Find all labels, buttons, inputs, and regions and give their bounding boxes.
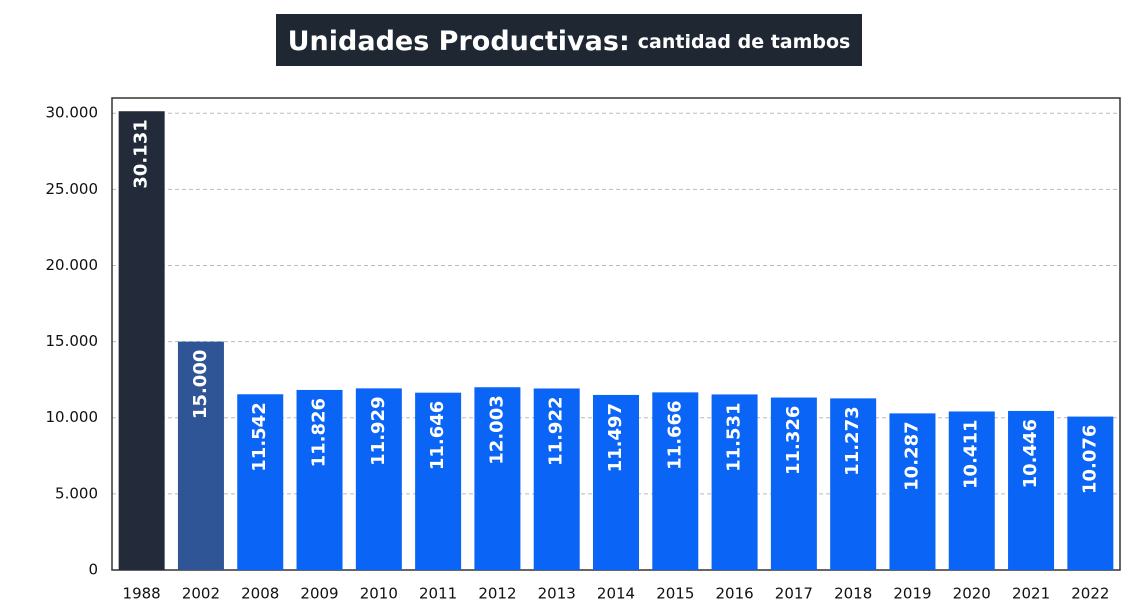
value-label: 11.666 [664,400,685,469]
y-tick-label: 15.000 [46,332,99,350]
y-tick-label: 10.000 [46,408,99,426]
y-tick-label: 20.000 [46,256,99,274]
bar [770,397,817,570]
value-label: 12.003 [486,395,507,464]
value-label: 11.531 [724,402,745,471]
bar [533,388,580,570]
bar [474,387,521,570]
value-label: 10.446 [1020,419,1041,488]
y-tick-label: 30.000 [46,104,99,122]
value-label: 11.326 [783,406,804,475]
x-tick-label: 2020 [953,585,991,603]
bar [1067,416,1114,570]
x-tick-label: 2022 [1071,585,1109,603]
bar [237,394,284,570]
bar [711,394,758,570]
x-tick-label: 1988 [123,585,161,603]
y-tick-label: 0 [88,561,98,579]
bar [652,392,699,570]
x-tick-label: 2014 [597,585,635,603]
title-main: Unidades Productivas: [288,26,630,57]
bar [1008,410,1055,570]
x-tick-label: 2021 [1012,585,1050,603]
value-label: 11.273 [842,406,863,475]
x-tick-label: 2019 [893,585,931,603]
y-tick-label: 25.000 [46,180,99,198]
value-label: 15.000 [190,350,211,419]
y-tick-label: 5.000 [55,484,98,502]
value-label: 11.826 [309,398,330,467]
bar [296,389,343,570]
value-label: 10.411 [961,419,982,488]
bar [415,392,462,570]
value-label: 11.929 [368,396,389,465]
chart-title: Unidades Productivas: cantidad de tambos [288,26,851,57]
x-tick-label: 2010 [360,585,398,603]
bar [889,413,936,570]
x-tick-label: 2017 [775,585,813,603]
x-tick-label: 2008 [241,585,279,603]
bar [593,394,639,570]
bar [355,388,402,570]
value-label: 11.922 [546,396,567,465]
x-tick-label: 2002 [182,585,220,603]
x-tick-label: 2012 [478,585,516,603]
value-label: 11.646 [427,401,448,470]
bar [948,411,995,570]
title-sub: cantidad de tambos [638,31,851,53]
x-tick-label: 2011 [419,585,457,603]
value-label: 11.497 [605,403,626,472]
value-label: 10.076 [1079,425,1100,494]
bar [177,341,224,570]
value-label: 11.542 [249,402,270,471]
value-label: 10.287 [901,421,922,490]
x-tick-label: 2018 [834,585,872,603]
title-box [276,14,862,66]
x-tick-label: 2016 [715,585,753,603]
bar [118,111,165,570]
value-label: 30.131 [131,119,152,188]
x-tick-label: 2009 [300,585,338,603]
x-tick-label: 2013 [538,585,576,603]
bar [830,398,877,570]
x-tick-label: 2015 [656,585,694,603]
